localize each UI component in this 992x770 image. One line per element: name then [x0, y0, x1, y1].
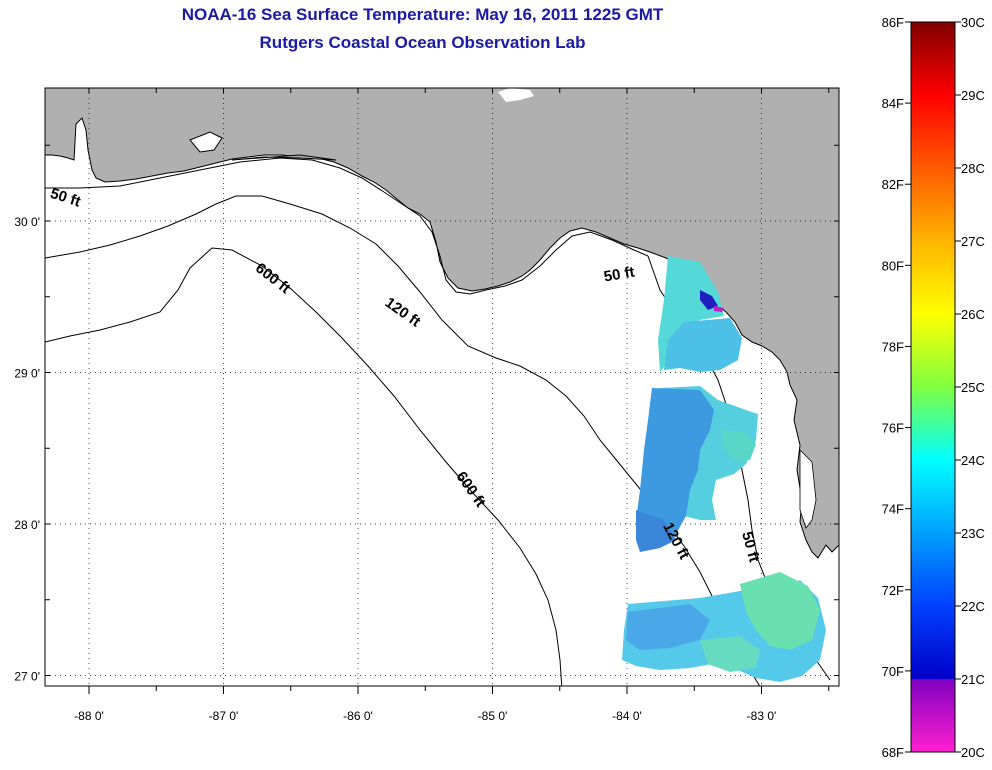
map-subtitle: Rutgers Coastal Ocean Observation Lab: [259, 33, 586, 52]
celsius-label: 29C: [961, 88, 985, 103]
island: [189, 131, 223, 153]
celsius-label: 24C: [961, 453, 985, 468]
fahrenheit-label: 82F: [882, 177, 904, 192]
lat-tick-label: 30 0': [14, 215, 40, 229]
celsius-label: 26C: [961, 307, 985, 322]
lat-tick-label: 27 0': [14, 670, 40, 684]
lon-tick-label: -84 0': [612, 709, 642, 723]
celsius-label: 25C: [961, 380, 985, 395]
fahrenheit-label: 84F: [882, 96, 904, 111]
celsius-label: 28C: [961, 161, 985, 176]
contour-600ft: [45, 247, 563, 686]
lat-tick-label: 29 0': [14, 367, 40, 381]
map-frame: [44, 87, 840, 687]
celsius-label: 30C: [961, 15, 985, 30]
bay: [799, 449, 817, 529]
contour-50ft-west: [45, 157, 649, 295]
lon-tick-label: -85 0': [478, 709, 508, 723]
celsius-label: 21C: [961, 672, 985, 687]
fahrenheit-label: 70F: [882, 664, 904, 679]
celsius-label: 22C: [961, 599, 985, 614]
lon-tick-label: -87 0': [209, 709, 239, 723]
celsius-label: 20C: [961, 745, 985, 760]
land-mass: [45, 88, 839, 559]
sst-swath: [622, 256, 826, 682]
colorbar-ramp: [910, 21, 956, 753]
map-title: NOAA-16 Sea Surface Temperature: May 16,…: [181, 5, 664, 24]
island: [498, 88, 534, 102]
fahrenheit-label: 80F: [882, 258, 904, 273]
contour-120ft: [45, 195, 761, 686]
colorbar-ticks: 30C 29C 28C 27C 26C 25C 24C 23C 22C 21C 20C 86F 84F 8…: [882, 15, 985, 760]
celsius-label: 23C: [961, 526, 985, 541]
fahrenheit-label: 78F: [882, 339, 904, 354]
fahrenheit-label: 86F: [882, 15, 904, 30]
lat-tick-label: 28 0': [14, 518, 40, 532]
lon-tick-label: -83 0': [747, 709, 777, 723]
fahrenheit-label: 76F: [882, 421, 904, 436]
contour-label: 50 ft: [603, 264, 636, 286]
island: [231, 154, 337, 161]
lon-tick-label: -88 0': [74, 709, 104, 723]
temperature-colorbar: 30C 29C 28C 27C 26C 25C 24C 23C 22C 21C 20C 86F 84F 8…: [882, 15, 985, 760]
celsius-label: 27C: [961, 234, 985, 249]
lon-tick-label: -86 0': [343, 709, 373, 723]
axis-ticks: -88 0' -87 0' -86 0' -85 0' -84 0' -83 0' 30 0…: [14, 88, 839, 723]
fahrenheit-label: 68F: [882, 745, 904, 760]
fahrenheit-label: 74F: [882, 502, 904, 517]
fahrenheit-label: 72F: [882, 583, 904, 598]
